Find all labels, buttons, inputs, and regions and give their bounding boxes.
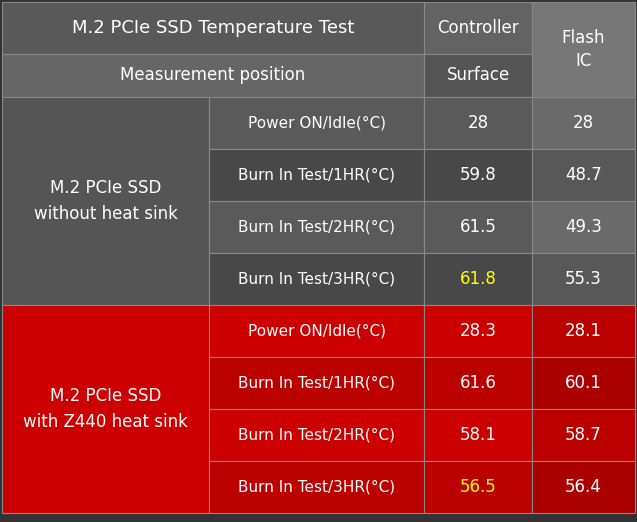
Text: 28.1: 28.1 <box>565 322 602 340</box>
Bar <box>209 305 424 357</box>
Bar <box>424 253 532 305</box>
Text: 59.8: 59.8 <box>460 166 496 184</box>
Bar <box>424 409 532 461</box>
Text: M.2 PCIe SSD
without heat sink: M.2 PCIe SSD without heat sink <box>34 179 178 223</box>
Bar <box>532 461 635 513</box>
Bar <box>2 54 424 97</box>
Text: Controller: Controller <box>437 19 519 37</box>
Text: 60.1: 60.1 <box>565 374 602 392</box>
Text: 56.4: 56.4 <box>565 478 602 496</box>
Text: Measurement position: Measurement position <box>120 66 306 85</box>
Bar <box>2 97 209 305</box>
Text: Burn In Test/2HR(°C): Burn In Test/2HR(°C) <box>238 428 395 443</box>
Text: 28: 28 <box>468 114 489 132</box>
Text: Flash
IC: Flash IC <box>562 29 605 70</box>
Text: 55.3: 55.3 <box>565 270 602 288</box>
Text: Burn In Test/1HR(°C): Burn In Test/1HR(°C) <box>238 168 395 183</box>
Text: Burn In Test/3HR(°C): Burn In Test/3HR(°C) <box>238 480 395 494</box>
Bar <box>532 305 635 357</box>
Text: 28: 28 <box>573 114 594 132</box>
Bar <box>2 305 209 513</box>
Text: Power ON/Idle(°C): Power ON/Idle(°C) <box>248 324 385 338</box>
Text: Burn In Test/3HR(°C): Burn In Test/3HR(°C) <box>238 271 395 287</box>
Text: M.2 PCIe SSD
with Z440 heat sink: M.2 PCIe SSD with Z440 heat sink <box>23 387 188 431</box>
Bar <box>424 357 532 409</box>
Bar <box>424 54 532 97</box>
Bar <box>532 409 635 461</box>
Bar <box>424 2 532 54</box>
Bar <box>424 305 532 357</box>
Bar <box>209 97 424 149</box>
Text: 61.8: 61.8 <box>459 270 496 288</box>
Bar <box>532 97 635 149</box>
Bar <box>209 253 424 305</box>
Text: Power ON/Idle(°C): Power ON/Idle(°C) <box>248 115 385 130</box>
Bar <box>209 201 424 253</box>
Bar <box>424 97 532 149</box>
Text: 56.5: 56.5 <box>460 478 496 496</box>
Text: Burn In Test/1HR(°C): Burn In Test/1HR(°C) <box>238 375 395 390</box>
Text: M.2 PCIe SSD Temperature Test: M.2 PCIe SSD Temperature Test <box>72 19 354 37</box>
Text: 61.6: 61.6 <box>459 374 496 392</box>
Text: 58.1: 58.1 <box>459 426 496 444</box>
Bar <box>532 149 635 201</box>
Bar <box>2 2 424 54</box>
Text: 28.3: 28.3 <box>459 322 496 340</box>
Bar <box>532 201 635 253</box>
Bar <box>209 461 424 513</box>
Text: Burn In Test/2HR(°C): Burn In Test/2HR(°C) <box>238 219 395 234</box>
Bar <box>424 201 532 253</box>
Bar <box>424 149 532 201</box>
Text: 48.7: 48.7 <box>565 166 602 184</box>
Text: 49.3: 49.3 <box>565 218 602 236</box>
Bar <box>424 461 532 513</box>
Bar <box>532 2 635 97</box>
Bar <box>532 253 635 305</box>
Text: Surface: Surface <box>447 66 510 85</box>
Bar <box>532 357 635 409</box>
Bar <box>209 357 424 409</box>
Text: 58.7: 58.7 <box>565 426 602 444</box>
Bar <box>209 409 424 461</box>
Text: 61.5: 61.5 <box>459 218 496 236</box>
Bar <box>209 149 424 201</box>
